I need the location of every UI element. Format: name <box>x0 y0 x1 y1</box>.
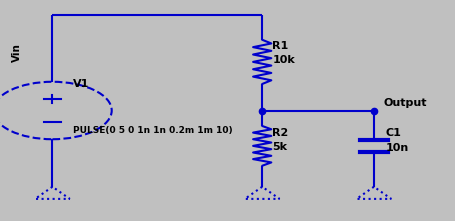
Text: R2: R2 <box>272 128 288 138</box>
Text: 5k: 5k <box>272 142 287 152</box>
Text: C1: C1 <box>384 128 400 138</box>
Text: V1: V1 <box>73 79 89 89</box>
Text: PULSE(0 5 0 1n 1n 0.2m 1m 10): PULSE(0 5 0 1n 1n 0.2m 1m 10) <box>73 126 232 135</box>
Text: 10n: 10n <box>384 143 408 153</box>
Text: 10k: 10k <box>272 55 294 65</box>
Text: Output: Output <box>382 98 425 108</box>
Text: Vin: Vin <box>12 44 22 63</box>
Text: R1: R1 <box>272 41 288 51</box>
